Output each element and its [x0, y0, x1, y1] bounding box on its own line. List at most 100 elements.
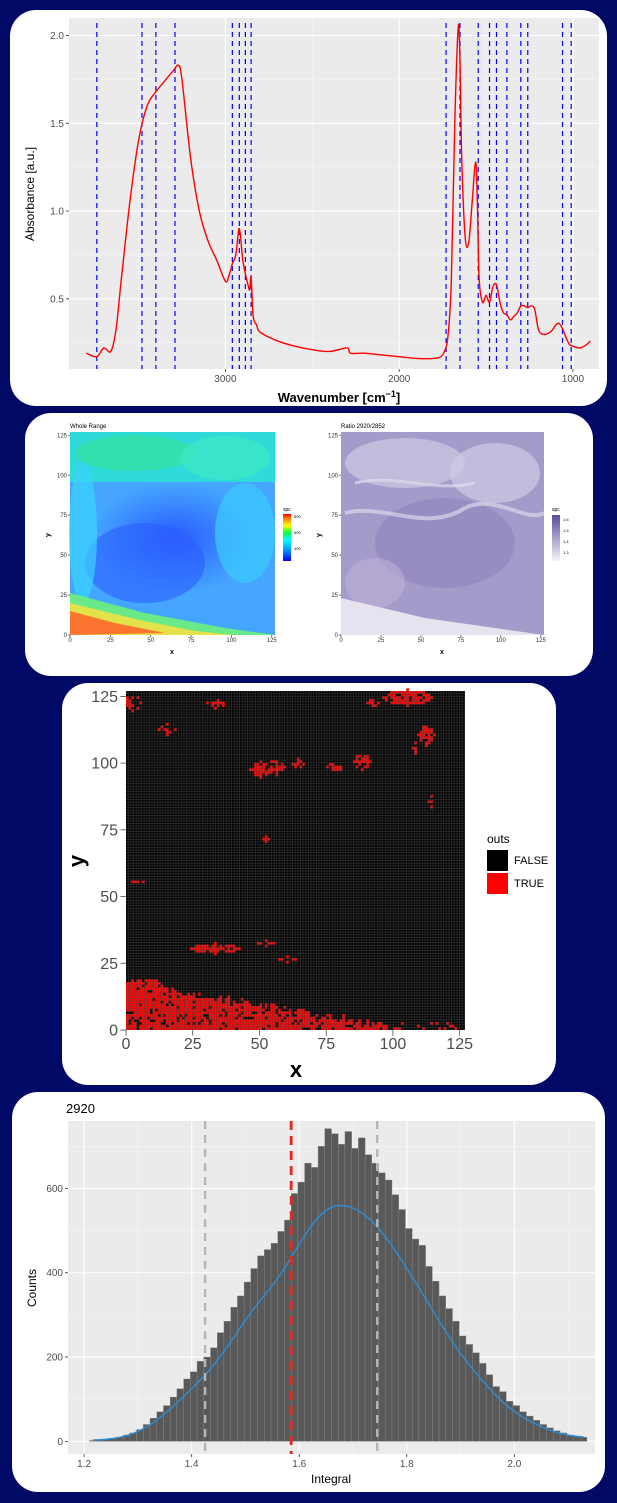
y-tick-label: 125 [91, 689, 118, 706]
left-legend-label: 400 [294, 546, 301, 551]
y-tick-label: 0 [57, 1437, 63, 1448]
right-legend-title: spc [552, 507, 560, 513]
histogram-bar [270, 1243, 278, 1442]
x-tick-label: 100 [380, 1036, 407, 1053]
histogram-bar [385, 1179, 393, 1442]
outliers-x-label: x [290, 1057, 303, 1082]
legend-false-label: FALSE [514, 855, 548, 867]
left-legend-label: 800 [294, 514, 301, 519]
outliers-card: 0 25 50 75 100 125 0 25 50 75 100 125 y x outs FALS… [62, 683, 556, 1085]
histogram-bar [311, 1167, 319, 1442]
histogram-bar [485, 1374, 494, 1442]
y-tick-label: 0 [64, 633, 68, 639]
y-tick-label: 2.0 [50, 31, 64, 42]
x-tick-label: 0 [339, 638, 343, 644]
y-tick-label: 50 [100, 889, 118, 906]
histogram-bar [338, 1143, 346, 1442]
histogram-bar [331, 1133, 339, 1442]
histogram-bar [472, 1352, 480, 1442]
y-tick-label: 1.0 [50, 207, 64, 218]
y-tick-label: 100 [328, 473, 339, 479]
y-tick-label: 125 [328, 433, 339, 439]
y-tick-label: 25 [331, 593, 338, 599]
y-tick-label: 0 [335, 633, 339, 639]
x-tick-label: 125 [267, 638, 278, 644]
histogram-bar [391, 1194, 399, 1442]
x-tick-label: 0 [68, 638, 72, 644]
histogram-bar [580, 1436, 588, 1442]
histogram-bar [243, 1281, 252, 1442]
histogram-bar [264, 1249, 272, 1442]
spectrum-line [86, 23, 591, 360]
legend-true-key [487, 873, 508, 894]
spectrum-x-label: Wavenumber [cm−1] [278, 389, 401, 405]
x-tick-label: 100 [226, 638, 237, 644]
right-map-title: Ratio 2920/2852 [341, 424, 386, 430]
histogram-bar [364, 1154, 373, 1442]
right-legend-label: 1.3 [563, 550, 569, 555]
histogram-bar [217, 1332, 225, 1442]
right-map-x-label: x [440, 649, 444, 656]
histogram-bar [445, 1308, 453, 1442]
legend-true-label: TRUE [514, 878, 544, 890]
x-tick-label: 25 [378, 638, 385, 644]
y-tick-label: 100 [57, 473, 68, 479]
left-legend-label: 600 [294, 530, 301, 535]
histogram-bar [317, 1146, 325, 1442]
right-heatmap [341, 432, 545, 635]
left-legend-bar [283, 514, 291, 561]
histogram-bar [237, 1295, 245, 1442]
outliers-plot: 0 25 50 75 100 125 0 25 50 75 100 125 y x outs FALS… [64, 688, 548, 1082]
histogram-bar [405, 1228, 413, 1442]
left-legend-title: spc [283, 507, 291, 513]
x-tick-label: 3000 [214, 374, 237, 385]
y-tick-label: 0.5 [50, 294, 64, 305]
spectrum-panel [69, 18, 599, 369]
left-map-y-label: y [45, 533, 52, 537]
y-tick-label: 125 [57, 433, 68, 439]
x-tick-label: 100 [496, 638, 507, 644]
left-map-x-label: x [170, 649, 174, 656]
x-tick-label: 2000 [388, 374, 411, 385]
x-tick-label: 125 [446, 1036, 473, 1053]
x-tick-label: 50 [147, 638, 154, 644]
y-tick-label: 0 [109, 1023, 118, 1040]
histogram-bar [163, 1405, 171, 1442]
spectrum-card: 0.5 1.0 1.5 2.0 3000 2000 1000 Absorbance [a.u… [10, 10, 607, 406]
x-tick-label: 1.4 [185, 1459, 199, 1470]
histogram-bar [371, 1162, 379, 1442]
histogram-bar [230, 1307, 238, 1442]
x-tick-label: 25 [107, 638, 114, 644]
y-tick-label: 1.5 [50, 119, 64, 130]
histogram-bar [358, 1137, 366, 1442]
histogram-card: 2920 0 200 400 600 1.2 1.4 1.6 1.8 2.0 Counts In… [12, 1092, 605, 1492]
right-map-y-label: y [316, 533, 323, 537]
x-tick-label: 125 [536, 638, 547, 644]
x-tick-label: 75 [317, 1036, 335, 1053]
x-tick-label: 2.0 [507, 1459, 521, 1470]
spectrum-y-label: Absorbance [a.u.] [23, 147, 37, 241]
histogram-bar [398, 1209, 406, 1442]
x-tick-label: 1.8 [400, 1459, 414, 1470]
histogram-bar [250, 1268, 258, 1442]
histogram-bar [438, 1295, 446, 1442]
histogram-x-label: Integral [311, 1472, 351, 1486]
left-heatmap [69, 432, 275, 635]
y-tick-label: 75 [60, 513, 67, 519]
legend-false-key [487, 850, 508, 871]
histogram-bar [190, 1371, 198, 1442]
x-tick-label: 25 [184, 1036, 202, 1053]
maps-card: Whole Range 0 25 50 75 100 125 0 25 50 75 100 125 s… [25, 413, 593, 676]
outlier-cell [406, 688, 409, 691]
x-tick-label: 50 [251, 1036, 269, 1053]
y-tick-label: 400 [46, 1268, 63, 1279]
y-tick-label: 600 [46, 1184, 63, 1195]
histogram-bar [324, 1128, 332, 1442]
histogram-bar [183, 1378, 191, 1442]
y-tick-label: 75 [100, 822, 118, 839]
right-legend-bar [552, 515, 560, 561]
y-tick-label: 75 [331, 513, 338, 519]
x-tick-label: 1.6 [292, 1459, 306, 1470]
histogram-bar [223, 1321, 231, 1442]
histogram-bar [479, 1363, 487, 1442]
